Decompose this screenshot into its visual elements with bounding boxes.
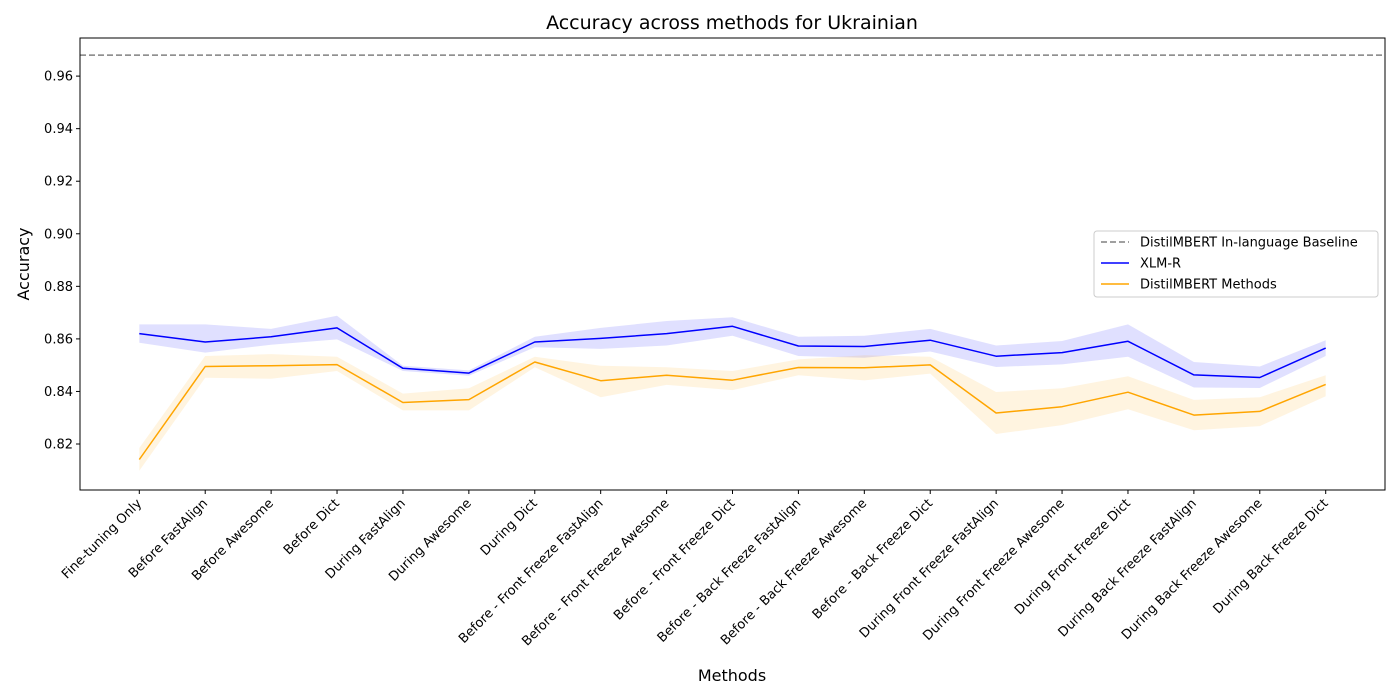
legend-label-xlm-r: XLM-R <box>1140 257 1181 272</box>
x-tick-label: Before Dict <box>281 496 343 558</box>
x-tick-label: Before - Back Freeze FastAlign <box>655 496 804 645</box>
x-tick-label: Before - Front Freeze Dict <box>611 496 738 623</box>
x-tick-label: During Front Freeze Awesome <box>920 496 1068 644</box>
x-tick-label: Before - Back Freeze Awesome <box>718 496 870 648</box>
legend: DistilMBERT In-language Baseline XLM-R D… <box>1093 230 1379 298</box>
y-tick-label: 0.82 <box>44 438 73 453</box>
legend-label-baseline: DistilMBERT In-language Baseline <box>1140 236 1358 251</box>
band-distilmbert-methods <box>139 354 1326 471</box>
legend-label-distilmbert-methods: DistilMBERT Methods <box>1140 278 1277 293</box>
x-tick-label: During Back Freeze FastAlign <box>1056 496 1200 640</box>
y-tick-label: 0.84 <box>44 385 73 400</box>
series-lines <box>138 325 1327 460</box>
y-tick-label: 0.86 <box>44 332 73 347</box>
x-tick-label: Before - Front Freeze Awesome <box>519 496 672 649</box>
line-distilmbert-methods <box>138 361 1326 460</box>
legend-box <box>1093 230 1379 298</box>
x-tick-label: During Front Freeze FastAlign <box>857 496 1002 641</box>
x-tick-label: During Dict <box>478 496 541 559</box>
y-tick-label: 0.90 <box>44 227 73 242</box>
x-tick-label: Before - Front Freeze FastAlign <box>456 496 606 646</box>
x-tick-label: During Back Freeze Awesome <box>1119 496 1266 643</box>
y-tick-label: 0.88 <box>44 280 73 295</box>
line-xlm-r <box>139 325 1327 379</box>
y-axis: 0.82 0.84 0.86 0.88 0.90 0.92 0.94 0.96 <box>44 70 80 453</box>
chart-title: Accuracy across methods for Ukrainian <box>546 12 918 34</box>
y-tick-label: 0.96 <box>44 70 73 85</box>
x-axis-title: Methods <box>698 666 766 685</box>
x-tick-label: During Back Freeze Dict <box>1211 496 1332 617</box>
y-tick-label: 0.94 <box>44 122 73 137</box>
y-axis-title: Accuracy <box>14 227 33 300</box>
y-tick-label: 0.92 <box>44 175 73 190</box>
x-tick-label: During Front Freeze Dict <box>1012 496 1134 618</box>
confidence-bands <box>139 315 1326 471</box>
x-tick-label: Before - Back Freeze Dict <box>810 496 936 622</box>
